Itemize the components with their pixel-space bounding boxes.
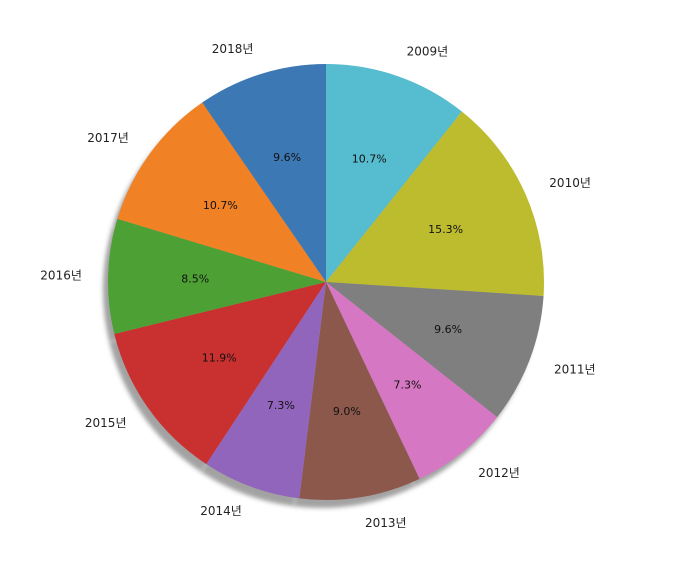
pie-slices: [108, 64, 545, 500]
percent-label-2012: 7.3%: [394, 378, 422, 391]
category-label-2016: 2016년: [40, 269, 82, 283]
percent-label-2015: 11.9%: [202, 351, 237, 364]
category-label-2018: 2018년: [212, 42, 254, 56]
slice-2010: [326, 111, 545, 297]
pie-labels: 10.7% 2009년 15.3% 2010년 9.6% 2011년 7.3% 2012년 9.…: [40, 42, 595, 530]
slice-2018: [202, 64, 326, 282]
slice-2014: [206, 282, 326, 499]
slice-2013: [299, 282, 420, 500]
category-label-2012: 2012년: [478, 466, 520, 480]
slice-2015: [114, 282, 326, 465]
percent-label-2014: 7.3%: [267, 399, 295, 412]
percent-label-2009: 10.7%: [352, 153, 387, 166]
category-label-2014: 2014년: [200, 504, 242, 518]
category-label-2011: 2011년: [554, 363, 596, 377]
percent-label-2018: 9.6%: [273, 151, 301, 164]
percent-label-2010: 15.3%: [428, 223, 463, 236]
slice-2017: [117, 102, 326, 282]
slice-2011: [326, 282, 544, 418]
percent-label-2017: 10.7%: [203, 199, 238, 212]
slice-2009: [326, 64, 462, 282]
category-label-2013: 2013년: [365, 516, 407, 530]
category-label-2015: 2015년: [85, 416, 127, 430]
category-label-2017: 2017년: [87, 131, 129, 145]
percent-label-2016: 8.5%: [181, 273, 209, 286]
category-label-2009: 2009년: [407, 45, 449, 59]
percent-label-2011: 9.6%: [434, 323, 462, 336]
slice-2016: [108, 218, 326, 334]
slice-2012: [326, 282, 498, 479]
percent-label-2013: 9.0%: [333, 405, 361, 418]
category-label-2010: 2010년: [549, 176, 591, 190]
